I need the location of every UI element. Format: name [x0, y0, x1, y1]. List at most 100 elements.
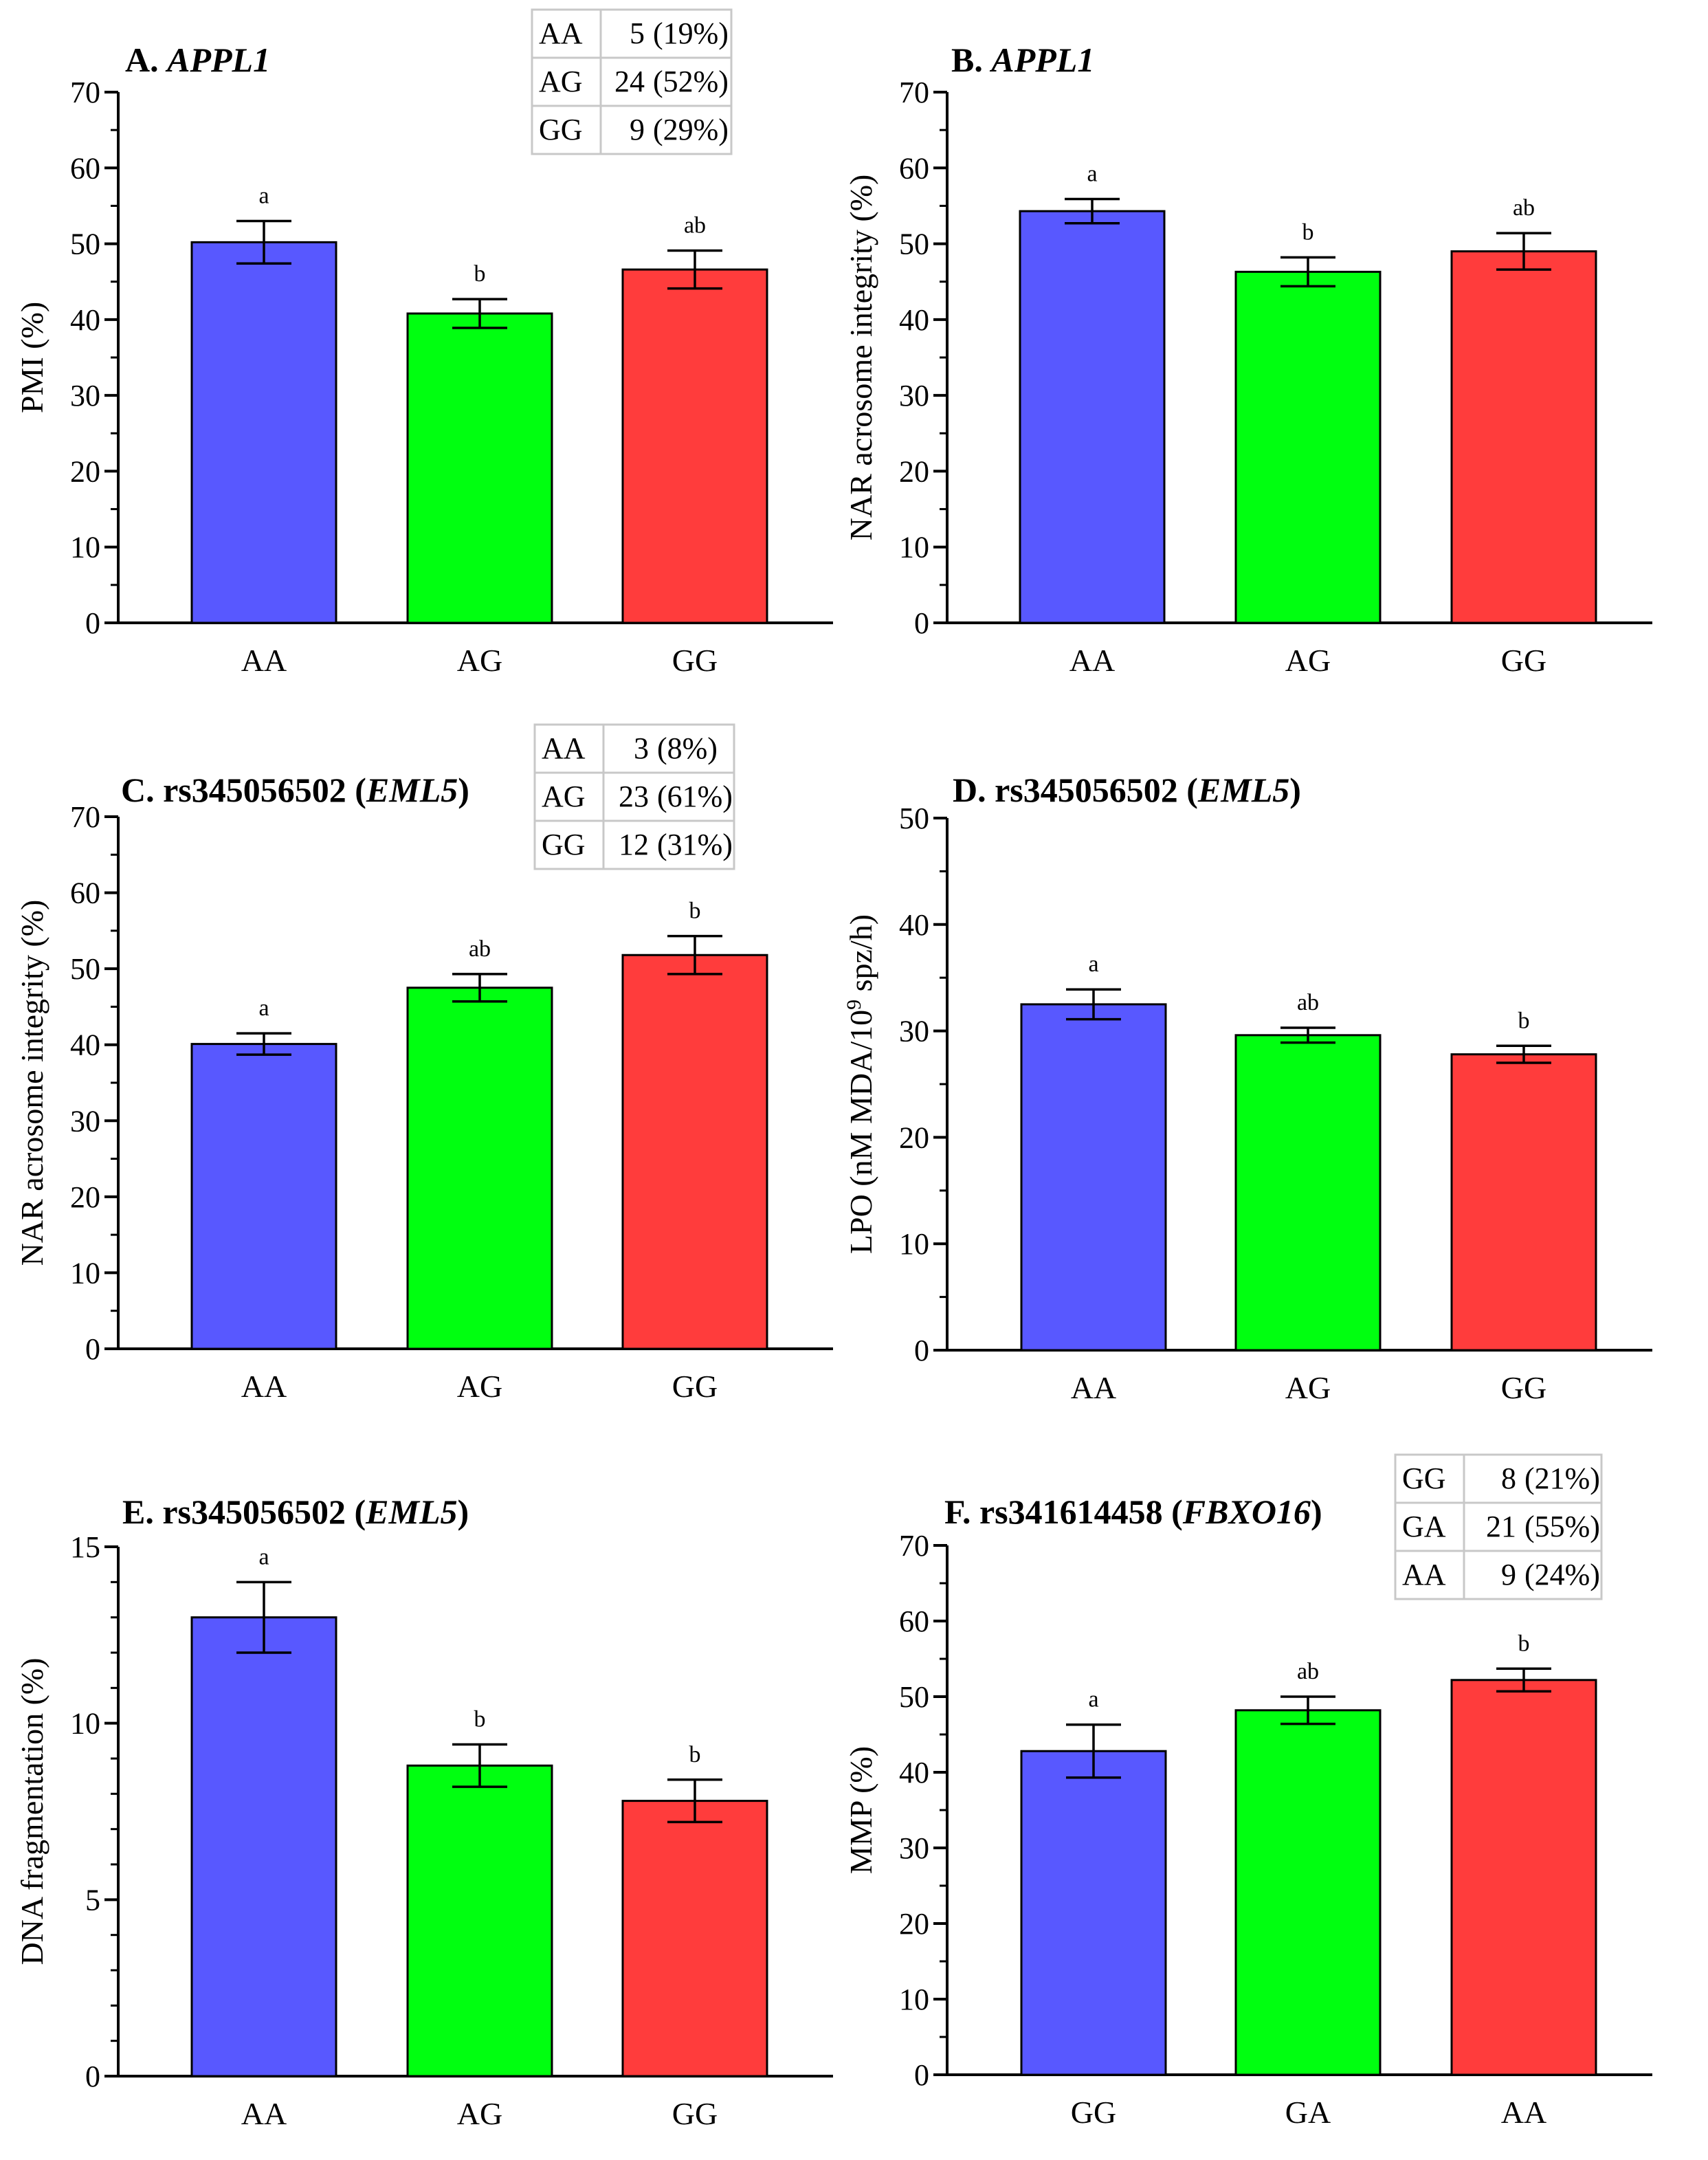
significance-letter: ab	[469, 936, 491, 962]
chart-title: F. rs341614458 (FBXO16)	[944, 1492, 1322, 1531]
x-tick-label: GG	[672, 643, 718, 678]
y-tick-label: 40	[70, 1028, 100, 1062]
x-tick-label: AA	[241, 643, 287, 678]
y-tick-label: 40	[899, 1756, 929, 1789]
bar-ag	[406, 987, 553, 1350]
table-count: 9	[630, 113, 645, 146]
bar-gg	[1020, 1750, 1167, 2076]
chart-panel-a: A. APPL1 0 10 20 30 40 50 60 70 PMI (%) a AA b AG ab GG…	[14, 8, 833, 678]
bar-ag	[1234, 1034, 1382, 1352]
chart-title: A. APPL1	[125, 41, 270, 79]
y-tick-label: 30	[70, 379, 100, 412]
bar-ag	[406, 312, 553, 624]
table-genotype: AA	[1402, 1558, 1446, 1591]
table-genotype: AA	[539, 16, 583, 50]
y-tick-label: 50	[899, 228, 929, 261]
chart-title: D. rs345056502 (EML5)	[953, 771, 1301, 809]
table-percent: (8%)	[657, 731, 718, 765]
x-tick-label: AG	[457, 1369, 502, 1404]
y-axis-label: PMI (%)	[14, 302, 49, 413]
bar-gg	[1450, 1053, 1597, 1352]
table-genotype: AG	[542, 780, 586, 813]
y-tick-label: 20	[899, 1121, 929, 1154]
table-count: 21	[1486, 1510, 1516, 1543]
y-tick-label: 10	[70, 1256, 100, 1290]
table-count: 8	[1501, 1462, 1516, 1495]
bar-aa	[190, 1043, 337, 1350]
y-tick-label: 0	[914, 606, 929, 640]
table-count: 12	[619, 828, 649, 861]
y-tick-label: 30	[899, 379, 929, 412]
chart-title: E. rs345056502 (EML5)	[122, 1492, 469, 1531]
chart-title: B. APPL1	[951, 41, 1094, 79]
chart-title: C. rs345056502 (EML5)	[121, 771, 469, 809]
y-tick-label: 40	[899, 908, 929, 942]
y-tick-label: 10	[70, 1707, 100, 1741]
y-tick-label: 0	[85, 606, 100, 640]
y-tick-label: 20	[70, 454, 100, 488]
table-percent: (52%)	[653, 65, 729, 98]
y-axis-label: NAR acrosome integrity (%)	[843, 175, 878, 541]
y-tick-label: 70	[70, 800, 100, 834]
x-tick-label: AG	[1285, 1370, 1331, 1405]
significance-letter: a	[258, 183, 269, 208]
y-tick-label: 0	[85, 1332, 100, 1366]
table-count: 9	[1501, 1558, 1516, 1591]
y-tick-label: 60	[70, 151, 100, 185]
significance-letter: a	[258, 1544, 269, 1569]
bar-aa	[1020, 1003, 1167, 1352]
significance-letter: a	[1088, 1687, 1098, 1712]
x-tick-label: AA	[1071, 1370, 1116, 1405]
x-tick-label: AA	[1069, 643, 1115, 678]
y-tick-label: 50	[899, 1680, 929, 1714]
chart-panel-f: F. rs341614458 (FBXO16) 0 10 20 30 40 50 60 70 MM…	[843, 1453, 1652, 2130]
bar-gg	[621, 1800, 768, 2078]
genotype-frequency-table: AA 3 (8%) AG 23 (61%) GG 12 (31%)	[533, 723, 735, 870]
bar-aa	[1450, 1679, 1597, 2076]
y-tick-label: 30	[899, 1015, 929, 1048]
y-tick-label: 10	[70, 531, 100, 564]
y-tick-label: 10	[899, 1983, 929, 2016]
chart-panel-b: B. APPL1 0 10 20 30 40 50 60 70 NAR acrosome inte…	[843, 41, 1652, 678]
table-percent: (61%)	[657, 780, 733, 813]
x-tick-label: AG	[1285, 643, 1331, 678]
x-tick-label: AA	[241, 1369, 287, 1404]
x-tick-label: AA	[1501, 2095, 1546, 2130]
y-tick-label: 50	[899, 802, 929, 835]
bar-ga	[1234, 1709, 1382, 2076]
x-tick-label: GG	[1501, 1370, 1546, 1405]
table-genotype: GA	[1402, 1510, 1446, 1543]
significance-letter: ab	[684, 212, 706, 238]
x-tick-label: GG	[672, 1369, 718, 1404]
x-tick-label: AA	[241, 2096, 287, 2131]
y-tick-label: 70	[899, 1529, 929, 1563]
x-tick-label: GA	[1285, 2095, 1331, 2130]
y-tick-label: 50	[70, 952, 100, 986]
genotype-frequency-table: GG 8 (21%) GA 21 (55%) AA 9 (24%)	[1394, 1453, 1603, 1600]
y-axis-label: LPO (nM MDA/109 spz/h)	[843, 914, 879, 1254]
x-tick-label: AG	[457, 643, 502, 678]
chart-panel-c: C. rs345056502 (EML5) 0 10 20 30 40 50 60 70 NAR …	[14, 723, 833, 1404]
table-percent: (24%)	[1524, 1558, 1600, 1591]
y-tick-label: 30	[899, 1831, 929, 1865]
significance-letter: b	[474, 1706, 486, 1732]
table-count: 23	[619, 780, 649, 813]
genotype-frequency-table: AA 5 (19%) AG 24 (52%) GG 9 (29%)	[531, 8, 733, 155]
table-genotype: AG	[539, 65, 583, 98]
significance-letter: ab	[1513, 195, 1535, 221]
bar-aa	[190, 1616, 337, 2078]
y-axis-label: MMP (%)	[843, 1746, 878, 1874]
y-tick-label: 40	[899, 303, 929, 337]
table-genotype: GG	[542, 828, 586, 861]
y-tick-label: 20	[899, 454, 929, 488]
table-percent: (55%)	[1524, 1510, 1600, 1543]
significance-letter: b	[474, 261, 486, 287]
y-tick-label: 60	[70, 877, 100, 910]
table-percent: (31%)	[657, 828, 733, 861]
y-axis-label: DNA fragmentation (%)	[14, 1657, 49, 1965]
bar-ag	[406, 1764, 553, 2078]
y-tick-label: 60	[899, 151, 929, 185]
bar-gg	[1450, 250, 1597, 624]
significance-letter: b	[1302, 219, 1314, 245]
